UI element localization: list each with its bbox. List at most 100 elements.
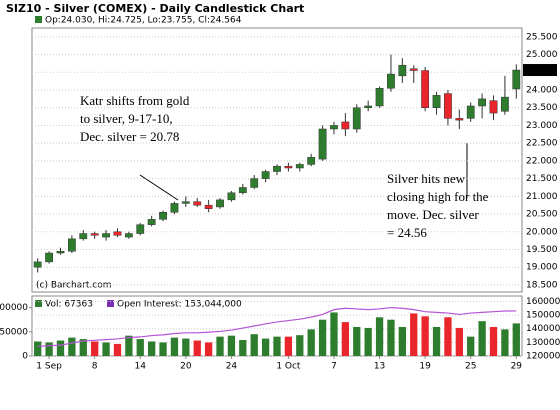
- chart-title: SIZ10 - Silver (COMEX) - Daily Candlesti…: [6, 2, 304, 15]
- volume-bar: [273, 336, 281, 356]
- volume-bar: [432, 326, 441, 356]
- volume-bar: [216, 336, 224, 356]
- volume-bar: [250, 334, 258, 356]
- arrow: [139, 174, 179, 201]
- legend-swatch: [35, 16, 42, 23]
- volume-bar: [307, 329, 315, 356]
- candle-body: [341, 121, 350, 130]
- candle-body: [318, 128, 327, 160]
- candle-body: [204, 204, 213, 209]
- y-tick-label: 22.500: [526, 139, 558, 149]
- source: (c) Barchart.com: [36, 281, 112, 291]
- x-tick-label: 25: [465, 362, 476, 372]
- candle-body: [136, 224, 145, 234]
- open-interest-line: [37, 306, 517, 348]
- oi-tick-label: 150000: [526, 311, 560, 321]
- candle-body: [90, 233, 99, 236]
- candle-body: [238, 187, 247, 194]
- volume-bar: [296, 335, 304, 356]
- volume-bar: [455, 327, 463, 356]
- volume-bar: [387, 319, 395, 356]
- candle-body: [295, 164, 304, 169]
- price-panel: [31, 27, 523, 293]
- candle-body: [364, 105, 373, 108]
- volume-tick-label: 100000: [0, 303, 28, 313]
- volume-bar: [182, 338, 190, 356]
- x-tick-label: 8: [92, 362, 98, 372]
- volume-bar: [68, 337, 76, 356]
- volume-bar: [45, 342, 53, 356]
- volume-bar: [341, 322, 350, 356]
- candle-body: [113, 231, 122, 236]
- annotation: to silver, 9-17-10,: [80, 111, 173, 126]
- candle-body: [102, 233, 110, 238]
- candle-body: [227, 192, 236, 201]
- y-tick-label: 20.500: [526, 210, 558, 220]
- volume-bar: [261, 338, 270, 356]
- oi-tick-label: 120000: [526, 352, 560, 362]
- volume-bar: [478, 321, 486, 356]
- candle-body: [193, 201, 202, 206]
- volume-bar: [421, 316, 429, 356]
- y-tick-label: 21.500: [526, 174, 558, 184]
- volume-bar: [501, 329, 509, 356]
- x-tick-label: 29: [511, 362, 523, 372]
- candle-body: [67, 238, 76, 252]
- candle-body: [352, 107, 361, 130]
- volume-bar: [102, 342, 110, 356]
- oi-legend: Open Interest: 153,044,000: [117, 300, 242, 310]
- oi-tick-label: 140000: [526, 324, 560, 334]
- x-tick-label: 7: [331, 362, 337, 372]
- y-tick-label: 18.500: [526, 280, 558, 290]
- last-price-label: 24.564: [526, 66, 558, 76]
- volume-bar: [330, 312, 338, 356]
- last-price-box: [523, 64, 557, 77]
- annotation: Silver hits new: [387, 171, 466, 186]
- volume-bar: [318, 319, 327, 356]
- candle-body: [159, 212, 167, 220]
- y-tick-label: 25.500: [526, 32, 558, 42]
- volume-tick-label: 0: [22, 352, 28, 362]
- volume-bar: [364, 327, 372, 356]
- legend-swatch: [107, 300, 114, 307]
- x-tick-label: 19: [419, 362, 431, 372]
- candle-body: [478, 98, 487, 107]
- volume-bar: [489, 326, 498, 356]
- candle-body: [56, 250, 65, 254]
- volume-bar: [91, 341, 99, 356]
- candle-body: [489, 100, 498, 114]
- ohlc-legend: Op:24.030, Hi:24.725, Lo:23.755, Cl:24.5…: [45, 16, 242, 26]
- volume-bar: [113, 343, 122, 356]
- candle-body: [45, 252, 53, 263]
- volume-bar: [410, 313, 418, 356]
- y-tick-label: 25.000: [526, 50, 558, 60]
- y-tick-label: 20.000: [526, 227, 558, 237]
- volume-bar: [227, 335, 236, 356]
- y-tick-label: 19.500: [526, 245, 558, 255]
- candle-body: [512, 69, 521, 90]
- y-tick-label: 23.000: [526, 121, 558, 131]
- candle-body: [387, 73, 395, 89]
- candle-body: [501, 96, 509, 112]
- volume-bar: [56, 340, 65, 356]
- y-tick-label: 23.500: [526, 103, 558, 113]
- candle-body: [444, 93, 452, 119]
- volume-bar: [136, 339, 144, 356]
- candle-body: [273, 165, 281, 172]
- candle-body: [181, 201, 190, 204]
- volume-bar: [79, 339, 87, 356]
- candle-body: [455, 118, 464, 121]
- candle-body: [124, 233, 133, 238]
- candle-body: [409, 68, 418, 71]
- x-tick-label: 24: [226, 362, 238, 372]
- volume-bar: [353, 326, 361, 356]
- volume-legend: Vol: 67363: [45, 300, 93, 310]
- candle-body: [33, 261, 42, 268]
- y-tick-label: 24.000: [526, 86, 558, 96]
- y-tick-label: 19.000: [526, 263, 558, 273]
- legend-swatch: [35, 300, 42, 307]
- candle-body: [421, 70, 430, 108]
- candle-body: [375, 87, 384, 107]
- candle-body: [261, 171, 270, 179]
- volume-bar: [170, 337, 179, 356]
